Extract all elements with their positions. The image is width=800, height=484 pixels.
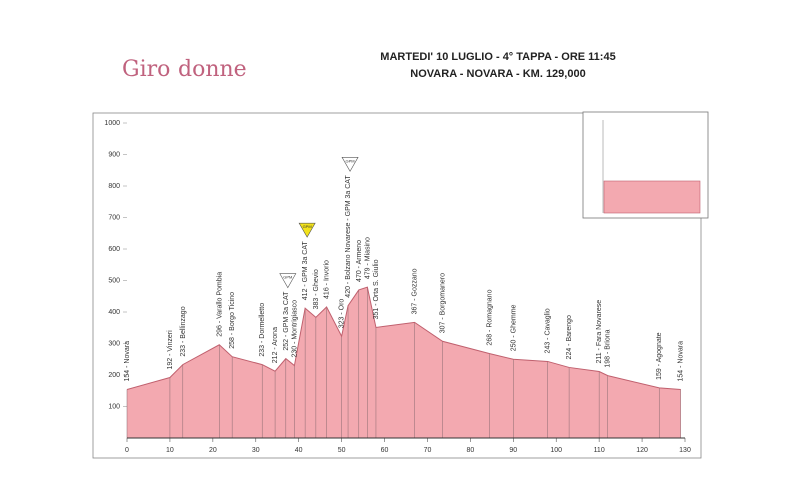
frame (92, 112, 702, 459)
point-label: 252 - GPM 3a CAT (283, 291, 290, 351)
y-tick-label: 300 (108, 341, 120, 348)
x-tick-label: 10 (166, 447, 174, 454)
x-tick-label: 60 (381, 447, 389, 454)
point-label: 192 - Vinzeri (167, 330, 174, 370)
point-label: 307 - Borgomanero (439, 273, 446, 333)
gpm-marker (279, 273, 297, 289)
gpm-marker (298, 222, 316, 238)
point-label: 420 - Bolzano Novarese - GPM 3a CAT (345, 175, 352, 298)
y-tick-label: 900 (108, 152, 120, 159)
x-tick-label: 30 (252, 447, 260, 454)
gpm-marker (341, 156, 359, 172)
point-label: 416 - Invorio (324, 260, 331, 299)
y-tick-label: 100 (108, 404, 120, 411)
chart-subtitle: NOVARA - NOVARA - KM. 129,000 (410, 68, 585, 80)
x-tick-label: 20 (209, 447, 217, 454)
point-label: 412 - GPM 3a CAT (302, 240, 309, 300)
elevation-area (127, 287, 681, 438)
inset-map (582, 111, 709, 219)
x-tick-label: 120 (636, 447, 648, 454)
y-tick-label: 1000 (104, 120, 120, 127)
point-label: 258 - Borgo Ticino (229, 292, 236, 349)
point-label: 479 - Miasino (364, 237, 371, 279)
x-tick-label: 130 (679, 447, 691, 454)
gpm-label: GPM (283, 275, 292, 280)
elevation-line (126, 286, 681, 390)
point-label: 198 - Briona (605, 329, 612, 367)
x-tick-label: 40 (295, 447, 303, 454)
point-label: 296 - Varallo Pombia (216, 272, 223, 337)
point-label: 323 - Oro (339, 299, 346, 329)
point-label: 233 - Bellinzago (180, 306, 187, 356)
y-tick-label: 700 (108, 215, 120, 222)
logo-part1: Giro (122, 57, 170, 82)
inset-area (603, 180, 701, 214)
point-label: 367 - Gozzano (412, 268, 419, 314)
point-label: 351 - Orta S. Giulio (373, 259, 380, 319)
point-label: 211 - Fara Novarese (596, 300, 603, 364)
y-tick-label: 500 (108, 278, 120, 285)
gpm-label: GPM (345, 158, 354, 163)
point-label: 159 - Agognate (656, 332, 663, 380)
point-label: 224 - Barengo (566, 315, 573, 359)
point-label: 243 - Cavaglio (545, 308, 552, 353)
y-tick-label: 600 (108, 246, 120, 253)
chart-title: MARTEDI' 10 LUGLIO - 4° TAPPA - ORE 11:4… (380, 51, 615, 63)
point-label: 212 - Arona (272, 327, 279, 363)
point-label: 154 - Novara (124, 341, 131, 382)
point-label: 383 - Ghevio (313, 269, 320, 309)
x-tick-label: 80 (466, 447, 474, 454)
x-tick-label: 50 (338, 447, 346, 454)
x-tick-label: 110 (594, 447, 605, 454)
x-tick-label: 70 (424, 447, 432, 454)
y-tick-label: 400 (108, 309, 120, 316)
point-label: 250 - Ghemme (510, 304, 517, 351)
point-label: 154 - Novara (678, 341, 685, 382)
gpm-label: GPM (303, 224, 312, 229)
point-label: 230 - Montrigiasco (291, 300, 298, 358)
y-tick-label: 200 (108, 372, 120, 379)
x-tick-label: 90 (509, 447, 517, 454)
x-tick-label: 0 (125, 447, 129, 454)
point-label: 268 - Romagnano (487, 289, 494, 345)
y-tick-label: 800 (108, 183, 120, 190)
point-label: 470 - Armeno (356, 240, 363, 282)
x-tick-label: 100 (550, 447, 562, 454)
point-label: 233 - Dormelletto (259, 303, 266, 357)
logo-part2: donne (178, 57, 247, 82)
